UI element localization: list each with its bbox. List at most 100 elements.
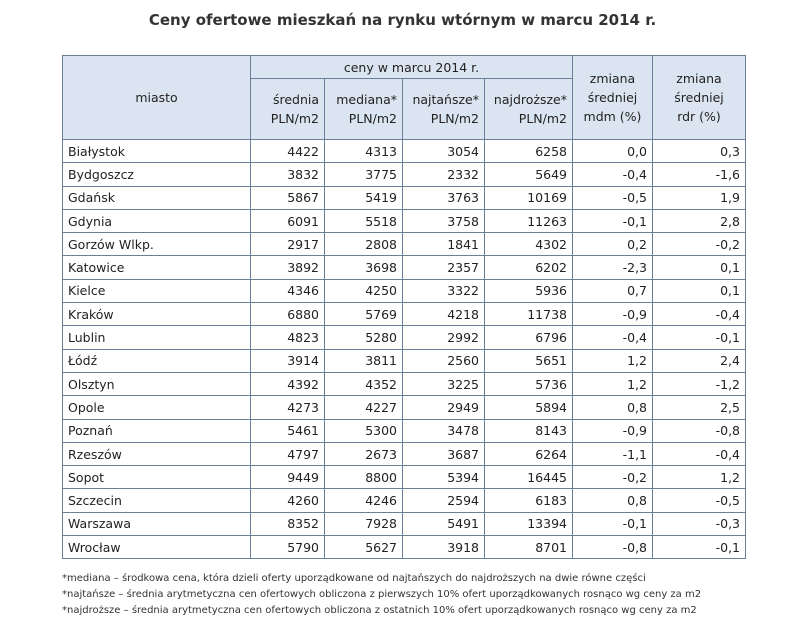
value-cell: 5651 <box>484 348 573 373</box>
value-cell: 4352 <box>324 371 403 397</box>
value-cell: 13394 <box>484 511 573 537</box>
header-line: PLN/m2 <box>348 111 397 126</box>
header-line: zmiana <box>676 71 722 86</box>
footnote: *mediana – środkowa cena, która dzieli o… <box>62 573 646 584</box>
value-cell: 4260 <box>250 488 325 513</box>
value-cell: 11738 <box>484 302 573 327</box>
value-cell: 5518 <box>324 208 403 234</box>
city-cell: Olsztyn <box>62 371 251 397</box>
value-cell: 4218 <box>402 302 485 327</box>
value-cell: 5649 <box>484 162 573 187</box>
city-cell: Poznań <box>62 418 251 443</box>
value-cell: 0,2 <box>572 232 653 257</box>
data-row: Gorzów Wlkp. 2917 2808 1841 4302 0,2 -0,2 <box>62 232 746 257</box>
city-cell: Rzeszów <box>62 441 251 467</box>
value-cell: 0,7 <box>572 278 653 304</box>
data-row: Kielce 4346 4250 3322 5936 0,7 0,1 <box>62 278 746 304</box>
value-cell: 6880 <box>250 302 325 327</box>
value-cell: 6183 <box>484 488 573 513</box>
value-cell: 3687 <box>402 441 485 467</box>
city-cell: Warszawa <box>62 511 251 537</box>
value-cell: -0,8 <box>652 418 746 443</box>
data-row: Poznań 5461 5300 3478 8143 -0,9 -0,8 <box>62 418 746 443</box>
value-cell: 5769 <box>324 302 403 327</box>
value-cell: 2917 <box>250 232 325 257</box>
value-cell: 5394 <box>402 465 485 490</box>
value-cell: 0,0 <box>572 138 653 164</box>
value-cell: 2808 <box>324 232 403 257</box>
value-cell: 2594 <box>402 488 485 513</box>
data-row: Katowice 3892 3698 2357 6202 -2,3 0,1 <box>62 255 746 280</box>
header-cell: średnia PLN/m2 <box>250 78 325 140</box>
header-line: PLN/m2 <box>430 111 479 126</box>
value-cell: 6258 <box>484 138 573 164</box>
header-row: miasto ceny w marcu 2014 r. zmiana średniej… <box>62 55 746 140</box>
data-row: Bydgoszcz 3832 3775 2332 5649 -0,4 -1,6 <box>62 162 746 187</box>
data-row: Białystok 4422 4313 3054 6258 0,0 0,3 <box>62 138 746 164</box>
value-cell: -1,2 <box>652 371 746 397</box>
value-cell: 0,8 <box>572 488 653 513</box>
value-cell: -0,1 <box>652 535 746 560</box>
value-cell: 4313 <box>324 138 403 164</box>
data-row: Wrocław 5790 5627 3918 8701 -0,8 -0,1 <box>62 535 746 560</box>
value-cell: -0,1 <box>572 511 653 537</box>
value-cell: 3832 <box>250 162 325 187</box>
value-cell: 9449 <box>250 465 325 490</box>
value-cell: -0,2 <box>652 232 746 257</box>
header-line: najdroższe* <box>493 92 567 107</box>
value-cell: -0,1 <box>572 208 653 234</box>
value-cell: 2949 <box>402 395 485 420</box>
city-cell: Łódź <box>62 348 251 373</box>
header-cell: mediana* PLN/m2 <box>324 78 403 140</box>
value-cell: 2673 <box>324 441 403 467</box>
value-cell: 3478 <box>402 418 485 443</box>
header-line: średniej <box>587 90 638 105</box>
data-row: Sopot 9449 8800 5394 16445 -0,2 1,2 <box>62 465 746 490</box>
value-cell: 3322 <box>402 278 485 304</box>
city-cell: Kraków <box>62 302 251 327</box>
value-cell: 1,2 <box>572 348 653 373</box>
header-line: średniej <box>674 90 724 105</box>
value-cell: 5867 <box>250 185 325 210</box>
value-cell: 5461 <box>250 418 325 443</box>
value-cell: 3698 <box>324 255 403 280</box>
value-cell: 4273 <box>250 395 325 420</box>
value-cell: 4823 <box>250 325 325 350</box>
value-cell: 8352 <box>250 511 325 537</box>
value-cell: 5790 <box>250 535 325 560</box>
value-cell: 6091 <box>250 208 325 234</box>
value-cell: 1,2 <box>572 371 653 397</box>
value-cell: 1,2 <box>652 465 746 490</box>
value-cell: -0,4 <box>572 325 653 350</box>
value-cell: 10169 <box>484 185 573 210</box>
value-cell: 2992 <box>402 325 485 350</box>
city-cell: Białystok <box>62 138 251 164</box>
city-cell: Gdańsk <box>62 185 251 210</box>
value-cell: -0,4 <box>652 441 746 467</box>
city-cell: Katowice <box>62 255 251 280</box>
value-cell: 2357 <box>402 255 485 280</box>
value-cell: -0,4 <box>572 162 653 187</box>
header-cell: najdroższe* PLN/m2 <box>484 78 573 140</box>
footnote: *najdroższe – średnia arytmetyczna cen o… <box>62 605 697 616</box>
value-cell: -0,1 <box>652 325 746 350</box>
value-cell: 4246 <box>324 488 403 513</box>
price-table: miasto ceny w marcu 2014 r. zmiana średniej… <box>62 55 746 560</box>
value-cell: 2,8 <box>652 208 746 234</box>
header-line: rdr (%) <box>677 109 721 124</box>
header-line: PLN/m2 <box>518 111 567 126</box>
value-cell: 5280 <box>324 325 403 350</box>
value-cell: 5419 <box>324 185 403 210</box>
data-row: Warszawa 8352 7928 5491 13394 -0,1 -0,3 <box>62 511 746 537</box>
value-cell: 5491 <box>402 511 485 537</box>
data-row: Gdynia 6091 5518 3758 11263 -0,1 2,8 <box>62 208 746 234</box>
city-cell: Kielce <box>62 278 251 304</box>
value-cell: 4346 <box>250 278 325 304</box>
value-cell: 5300 <box>324 418 403 443</box>
title: Ceny ofertowe mieszkań na rynku wtórnym … <box>148 11 657 29</box>
value-cell: -0,4 <box>652 302 746 327</box>
city-cell: Opole <box>62 395 251 420</box>
value-cell: 8800 <box>324 465 403 490</box>
value-cell: 5936 <box>484 278 573 304</box>
